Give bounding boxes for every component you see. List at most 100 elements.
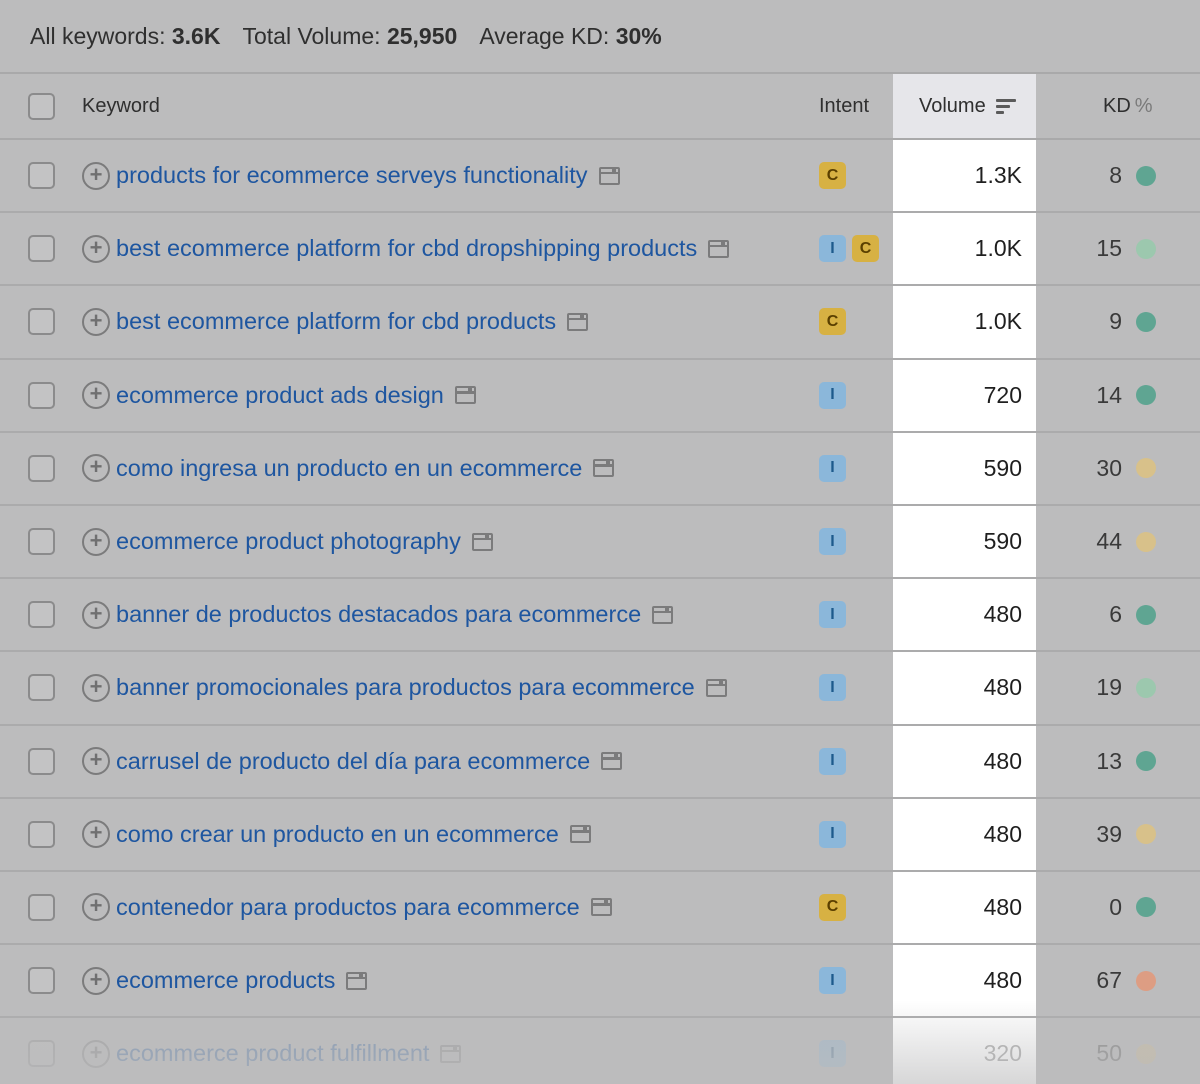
keyword-link[interactable]: ecommerce product photography	[116, 528, 461, 555]
keyword-link[interactable]: carrusel de producto del día para ecomme…	[116, 747, 591, 774]
add-to-list-icon[interactable]: +	[82, 527, 110, 556]
table-row: + ecommerce products I 480 67	[0, 945, 1200, 1019]
serp-features-icon[interactable]	[598, 166, 620, 185]
select-all-checkbox[interactable]	[28, 92, 55, 120]
kd-difficulty-dot-icon	[1136, 385, 1156, 406]
kd-value: 50	[1096, 1040, 1122, 1067]
serp-features-icon[interactable]	[569, 825, 591, 844]
add-to-list-icon[interactable]: +	[82, 1039, 110, 1068]
serp-features-icon[interactable]	[454, 386, 476, 405]
kd-value: 30	[1096, 454, 1122, 481]
add-to-list-icon[interactable]: +	[82, 747, 110, 776]
kd-difficulty-dot-icon	[1136, 311, 1156, 332]
total-volume-value: 25,950	[386, 22, 458, 49]
row-checkbox[interactable]	[28, 454, 55, 482]
kd-column-header[interactable]: KD %	[1103, 74, 1153, 138]
serp-features-icon[interactable]	[440, 1044, 462, 1063]
intent-badge: I	[819, 235, 846, 263]
keyword-link[interactable]: best ecommerce platform for cbd products	[116, 308, 557, 335]
all-keywords-label: All keywords:	[30, 22, 166, 49]
serp-features-icon[interactable]	[590, 898, 612, 917]
kd-difficulty-dot-icon	[1136, 751, 1156, 772]
kd-value: 19	[1096, 674, 1122, 701]
add-to-list-icon[interactable]: +	[82, 307, 110, 336]
volume-column-header[interactable]: Volume	[919, 74, 1016, 138]
intent-column-header[interactable]: Intent	[819, 94, 870, 117]
volume-value: 590	[983, 454, 1022, 481]
intent-cell: C	[819, 286, 889, 357]
keyword-link[interactable]: ecommerce product ads design	[116, 381, 444, 408]
table-row: + banner de productos destacados para ec…	[0, 579, 1200, 653]
kd-value: 0	[1109, 893, 1122, 920]
row-checkbox[interactable]	[28, 747, 55, 775]
add-to-list-icon[interactable]: +	[82, 600, 110, 629]
volume-value: 590	[983, 528, 1022, 555]
table-row: + carrusel de producto del día para ecom…	[0, 726, 1200, 799]
volume-header-highlight	[893, 74, 1036, 138]
row-checkbox[interactable]	[28, 235, 55, 263]
keyword-link[interactable]: como ingresa un producto en un ecommerce	[116, 454, 583, 481]
kd-value: 9	[1109, 308, 1122, 335]
add-to-list-icon[interactable]: +	[82, 234, 110, 263]
serp-features-icon[interactable]	[567, 312, 589, 331]
keyword-link[interactable]: products for ecommerce serveys functiona…	[116, 162, 588, 189]
serp-features-icon[interactable]	[601, 752, 623, 771]
kd-difficulty-dot-icon	[1136, 970, 1156, 991]
add-to-list-icon[interactable]: +	[82, 454, 110, 483]
kd-difficulty-dot-icon	[1136, 897, 1156, 918]
row-checkbox[interactable]	[28, 674, 55, 702]
volume-value: 720	[983, 381, 1022, 408]
kd-value: 15	[1096, 235, 1122, 262]
keyword-link[interactable]: ecommerce products	[116, 967, 336, 994]
row-checkbox[interactable]	[28, 381, 55, 409]
row-checkbox[interactable]	[28, 893, 55, 921]
serp-features-icon[interactable]	[652, 605, 674, 624]
kd-difficulty-dot-icon	[1136, 677, 1156, 698]
keyword-link[interactable]: best ecommerce platform for cbd dropship…	[116, 235, 698, 262]
row-checkbox[interactable]	[28, 528, 55, 556]
intent-cell: C	[819, 140, 889, 211]
kd-value: 6	[1109, 601, 1122, 628]
kd-unit-label: %	[1134, 94, 1153, 117]
add-to-list-icon[interactable]: +	[82, 893, 110, 922]
add-to-list-icon[interactable]: +	[82, 966, 110, 995]
table-row: + como crear un producto en un ecommerce…	[0, 799, 1200, 872]
sort-descending-icon[interactable]	[995, 98, 1016, 114]
serp-features-icon[interactable]	[346, 971, 368, 990]
intent-cell: I	[819, 799, 889, 870]
serp-features-icon[interactable]	[708, 239, 730, 258]
add-to-list-icon[interactable]: +	[82, 381, 110, 410]
keyword-link[interactable]: banner promocionales para productos para…	[116, 674, 695, 701]
serp-features-icon[interactable]	[471, 532, 493, 551]
row-checkbox[interactable]	[28, 308, 55, 336]
row-checkbox[interactable]	[28, 1040, 55, 1068]
row-checkbox[interactable]	[28, 162, 55, 190]
serp-features-icon[interactable]	[593, 459, 615, 478]
keyword-summary-bar: All keywords: 3.6K Total Volume: 25,950 …	[0, 0, 1200, 72]
table-header: Keyword Intent Volume KD %	[0, 72, 1200, 140]
add-to-list-icon[interactable]: +	[82, 161, 110, 190]
serp-features-icon[interactable]	[705, 678, 727, 697]
keyword-column-header[interactable]: Keyword	[82, 94, 160, 117]
add-to-list-icon[interactable]: +	[82, 673, 110, 702]
keyword-link[interactable]: contenedor para productos para ecommerce	[116, 893, 580, 920]
table-row: + ecommerce product photography I 590 44	[0, 506, 1200, 580]
row-checkbox[interactable]	[28, 967, 55, 995]
volume-value: 480	[983, 674, 1022, 701]
total-volume-label: Total Volume:	[242, 22, 381, 49]
volume-column-label: Volume	[919, 94, 986, 117]
row-checkbox[interactable]	[28, 820, 55, 848]
keyword-link[interactable]: banner de productos destacados para ecom…	[116, 601, 642, 628]
total-volume-stat: Total Volume: 25,950	[242, 23, 457, 50]
row-checkbox[interactable]	[28, 601, 55, 629]
table-body: + products for ecommerce serveys functio…	[0, 140, 1200, 1084]
kd-column-label: KD	[1103, 94, 1131, 117]
kd-value: 8	[1109, 162, 1122, 189]
kd-difficulty-dot-icon	[1136, 1043, 1156, 1064]
intent-badge: I	[819, 967, 846, 995]
keyword-link[interactable]: ecommerce product fulfillment	[116, 1040, 430, 1067]
keyword-link[interactable]: como crear un producto en un ecommerce	[116, 820, 559, 847]
intent-cell: I	[819, 433, 889, 504]
add-to-list-icon[interactable]: +	[82, 820, 110, 849]
kd-difficulty-dot-icon	[1136, 604, 1156, 625]
